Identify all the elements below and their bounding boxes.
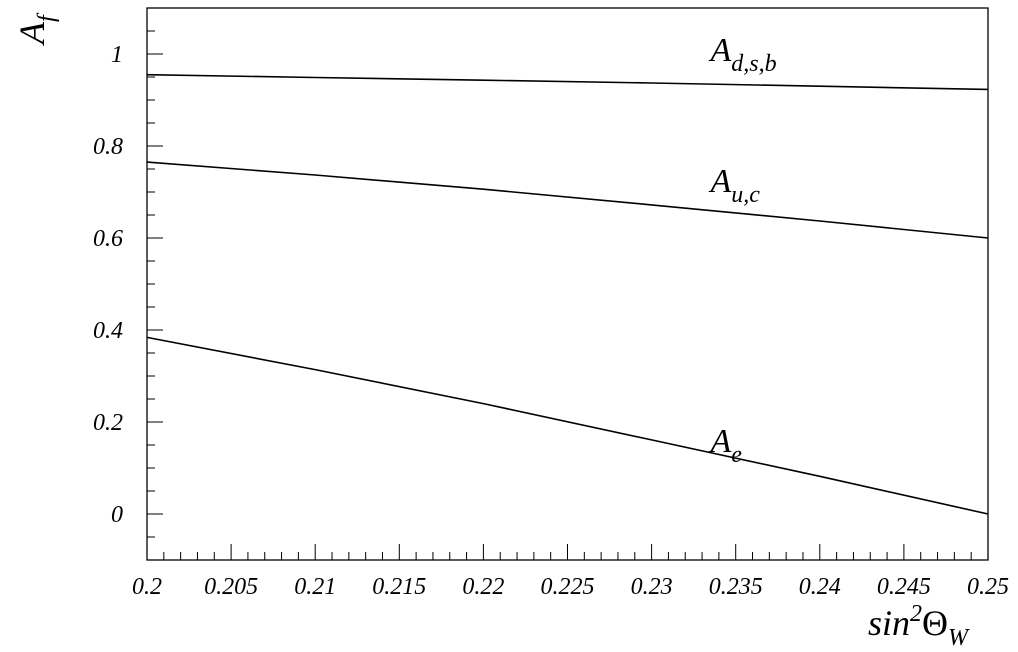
series-label: Ae [708, 423, 742, 468]
series-label: Ad,s,b [708, 32, 776, 77]
x-tick-label: 0.2 [132, 574, 162, 600]
axis-ticks [146, 7, 989, 561]
y-axis-title-main: A [12, 21, 52, 46]
y-tick-label: 0.6 [93, 226, 123, 252]
x-axis-title: sin2ΘW [868, 601, 970, 651]
x-axis-title-greek: Θ [922, 603, 948, 643]
series-lines [146, 73, 989, 515]
y-tick-label: 0 [111, 502, 123, 528]
y-tick-label: 1 [111, 42, 123, 68]
series-label: Au,c [708, 163, 760, 208]
tick-labels: 0.2 0.205 0.21 0.215 0.22 0.225 0.23 0.235 0.24 0… [93, 42, 1009, 600]
x-tick-label: 0.245 [877, 574, 931, 600]
series-label-main: A [708, 32, 731, 69]
series-line [146, 161, 989, 239]
series-label-sub: e [731, 442, 742, 468]
y-axis-title: Af [12, 12, 60, 46]
series-label-main: A [708, 163, 731, 200]
y-tick-label: 0.2 [93, 410, 123, 436]
series-line [146, 73, 989, 91]
x-tick-label: 0.205 [204, 574, 258, 600]
x-tick-label: 0.25 [967, 574, 1009, 600]
x-axis-title-sup: 2 [910, 601, 922, 627]
series-label-sub: d,s,b [731, 51, 776, 77]
y-axis-title-sub: f [34, 12, 60, 22]
y-tick-label: 0.8 [93, 134, 123, 160]
x-tick-label: 0.235 [709, 574, 763, 600]
x-tick-label: 0.24 [799, 574, 841, 600]
x-axis-title-main: sin [868, 603, 910, 643]
x-tick-label: 0.225 [541, 574, 595, 600]
series-label-sub: u,c [731, 182, 760, 208]
plot-frame [146, 7, 989, 561]
x-tick-label: 0.22 [462, 574, 504, 600]
y-tick-label: 0.4 [93, 318, 123, 344]
x-tick-label: 0.21 [294, 574, 336, 600]
series-line [146, 336, 989, 515]
series-label-main: A [708, 423, 731, 460]
x-axis-title-sub: W [948, 625, 970, 651]
x-tick-label: 0.23 [631, 574, 673, 600]
x-tick-label: 0.215 [372, 574, 426, 600]
series-labels: Ad,s,bAu,cAe [708, 32, 776, 468]
